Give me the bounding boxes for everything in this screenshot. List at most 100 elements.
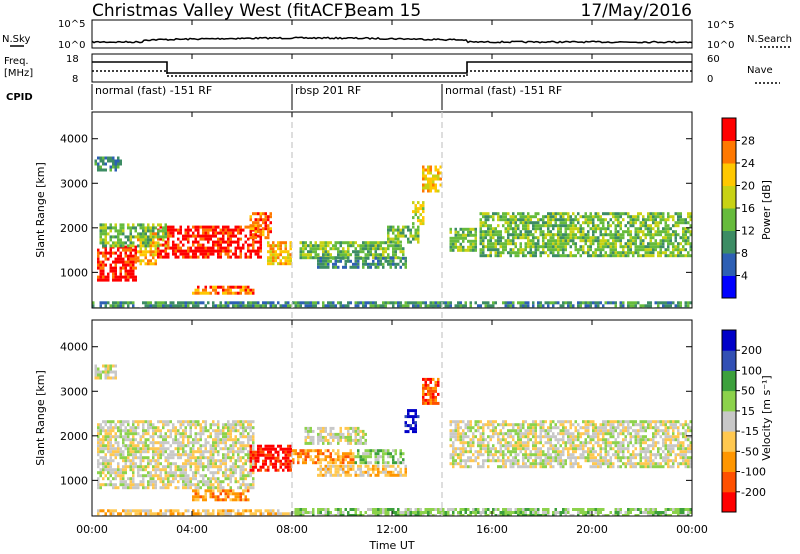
heatmap-cell (422, 171, 425, 175)
heatmap-cell (659, 245, 662, 249)
heatmap-cell (249, 474, 252, 478)
heatmap-cell (497, 212, 500, 216)
heatmap-cell (99, 235, 102, 239)
heatmap-cell (542, 420, 545, 424)
heatmap-cell (469, 456, 472, 460)
heatmap-cell (372, 464, 375, 468)
heatmap-cell (299, 241, 302, 245)
heatmap-cell (654, 301, 657, 305)
heatmap-cell (127, 275, 130, 279)
heatmap-cell (177, 438, 180, 442)
heatmap-cell (297, 458, 300, 462)
heatmap-cell (417, 231, 420, 235)
heatmap-cell (282, 262, 285, 266)
heatmap-cell (354, 247, 357, 251)
heatmap-cell (549, 251, 552, 255)
heatmap-cell (232, 301, 235, 305)
heatmap-cell (242, 435, 245, 439)
heatmap-cell (602, 242, 605, 246)
heatmap-cell (364, 449, 367, 453)
heatmap-cell (382, 253, 385, 257)
heatmap-cell (132, 438, 135, 442)
heatmap-cell (329, 470, 332, 474)
heatmap-cell (162, 480, 165, 484)
heatmap-cell (517, 465, 520, 469)
heatmap-cell (517, 227, 520, 231)
heatmap-cell (312, 438, 315, 442)
heatmap-cell (162, 304, 165, 308)
heatmap-cell (327, 438, 330, 442)
heatmap-cell (404, 301, 407, 305)
heatmap-cell (212, 225, 215, 229)
heatmap-cell (399, 228, 402, 232)
heatmap-cell (164, 301, 167, 305)
heatmap-cell (494, 420, 497, 424)
heatmap-cell (184, 234, 187, 238)
heatmap-cell (579, 227, 582, 231)
heatmap-cell (622, 230, 625, 234)
heatmap-cell (339, 435, 342, 439)
heatmap-cell (132, 241, 135, 245)
heatmap-cell (269, 230, 272, 234)
heatmap-cell (664, 248, 667, 252)
heatmap-cell (687, 301, 690, 305)
heatmap-cell (117, 165, 120, 169)
heatmap-cell (147, 474, 150, 478)
heatmap-cell (319, 247, 322, 251)
heatmap-cell (679, 221, 682, 225)
heatmap-cell (547, 212, 550, 216)
heatmap-cell (99, 229, 102, 233)
heatmap-cell (167, 240, 170, 244)
heatmap-cell (554, 245, 557, 249)
heatmap-cell (272, 253, 275, 257)
heatmap-cell (609, 248, 612, 252)
heatmap-cell (147, 459, 150, 463)
heatmap-cell (634, 215, 637, 219)
heatmap-cell (242, 301, 245, 305)
heatmap-cell (259, 465, 262, 469)
heatmap-cell (104, 435, 107, 439)
heatmap-cell (314, 247, 317, 251)
heatmap-cell (622, 212, 625, 216)
heatmap-cell (114, 244, 117, 248)
heatmap-cell (119, 471, 122, 475)
heatmap-cell (212, 450, 215, 454)
heatmap-cell (249, 227, 252, 231)
heatmap-cell (282, 256, 285, 260)
heatmap-cell (377, 253, 380, 257)
colorbar-tick-label: 16 (741, 202, 755, 215)
heatmap-cell (374, 247, 377, 251)
heatmap-cell (324, 253, 327, 257)
heatmap-cell (559, 227, 562, 231)
heatmap-cell (417, 415, 420, 419)
heatmap-cell (402, 228, 405, 232)
heatmap-cell (182, 234, 185, 238)
heatmap-cell (97, 275, 100, 279)
heatmap-cell (172, 462, 175, 466)
heatmap-cell (382, 265, 385, 269)
heatmap-cell (102, 459, 105, 463)
heatmap-cell (217, 246, 220, 250)
heatmap-cell (119, 238, 122, 242)
heatmap-cell (152, 456, 155, 460)
heatmap-cell (472, 426, 475, 430)
heatmap-cell (319, 259, 322, 263)
heatmap-cell (352, 455, 355, 459)
heatmap-cell (499, 215, 502, 219)
heatmap-cell (417, 216, 420, 220)
heatmap-cell (547, 432, 550, 436)
heatmap-cell (102, 260, 105, 264)
heatmap-cell (424, 186, 427, 190)
heatmap-cell (114, 441, 117, 445)
heatmap-cell (499, 432, 502, 436)
heatmap-cell (559, 465, 562, 469)
heatmap-cell (109, 450, 112, 454)
heatmap-cell (147, 229, 150, 233)
heatmap-cell (154, 241, 157, 245)
heatmap-cell (267, 218, 270, 222)
heatmap-cell (244, 426, 247, 430)
heatmap-cell (624, 242, 627, 246)
heatmap-cell (339, 253, 342, 257)
heatmap-cell (494, 227, 497, 231)
heatmap-cell (662, 236, 665, 240)
